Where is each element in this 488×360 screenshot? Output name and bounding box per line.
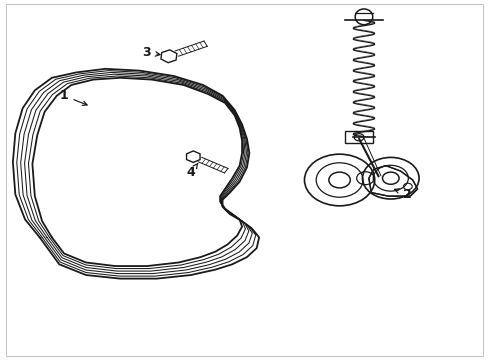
Text: 1: 1 — [60, 89, 87, 105]
Text: 3: 3 — [142, 46, 160, 59]
Text: 2: 2 — [394, 188, 411, 201]
Text: 4: 4 — [186, 163, 197, 179]
